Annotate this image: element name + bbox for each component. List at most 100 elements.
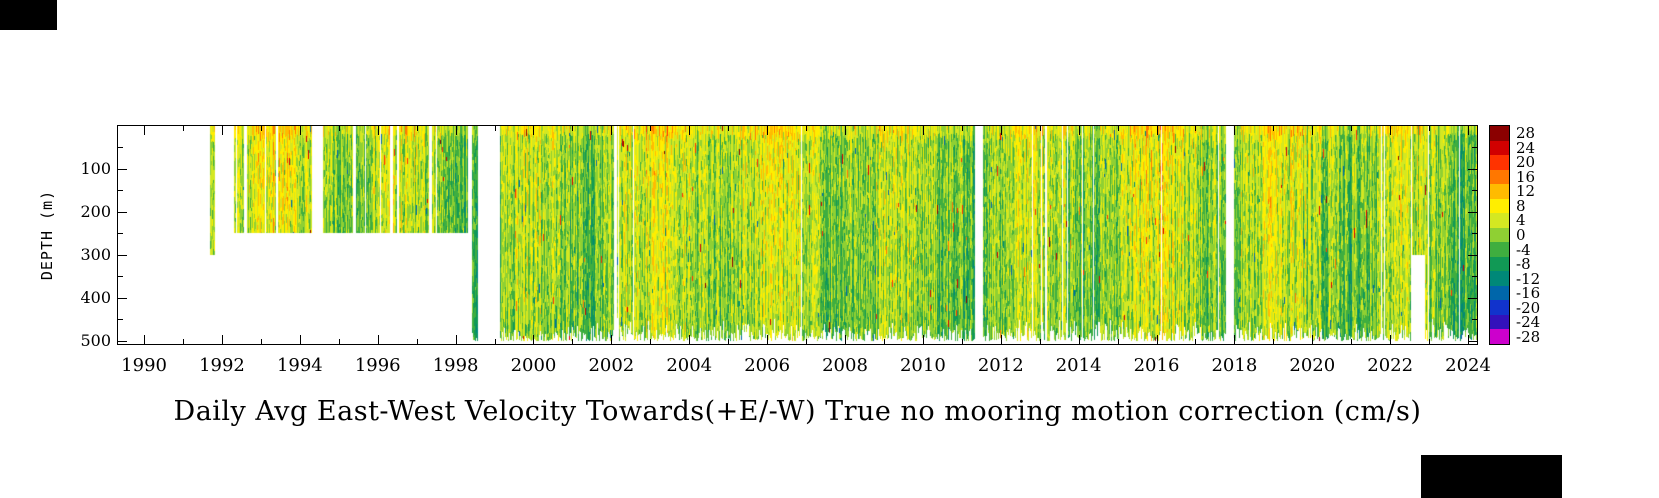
x-major-tick xyxy=(533,335,534,344)
y-minor-tick xyxy=(118,276,123,277)
y-axis-tick-label: 200 xyxy=(80,201,111,221)
x-axis-tick-label: 2010 xyxy=(899,355,946,376)
x-axis-tick-label: 2024 xyxy=(1445,355,1491,376)
redaction-box-bottom-right xyxy=(1421,455,1562,498)
colorbar xyxy=(1489,125,1510,345)
colorbar-cell xyxy=(1490,242,1509,257)
x-minor-tick xyxy=(495,339,496,344)
x-major-tick xyxy=(1079,126,1080,135)
x-major-tick xyxy=(767,126,768,135)
x-minor-tick xyxy=(1351,339,1352,344)
y-major-tick xyxy=(118,341,127,342)
x-minor-tick xyxy=(572,339,573,344)
y-major-tick xyxy=(1468,298,1477,299)
colorbar-tick-label: -24 xyxy=(1516,313,1541,332)
x-major-tick xyxy=(767,335,768,344)
colorbar-tick-label: 12 xyxy=(1516,182,1536,201)
depth-axis-label: DEPTH (m) xyxy=(38,189,56,281)
y-major-tick xyxy=(118,212,127,213)
x-minor-tick xyxy=(650,126,651,131)
colorbar-cell xyxy=(1490,155,1509,170)
x-major-tick xyxy=(1312,335,1313,344)
y-minor-tick xyxy=(1472,147,1477,148)
x-major-tick xyxy=(1001,335,1002,344)
colorbar-cell xyxy=(1490,227,1509,243)
x-minor-tick xyxy=(1118,126,1119,131)
colorbar-cell xyxy=(1490,213,1509,228)
colorbar-tick-label: -8 xyxy=(1516,255,1531,274)
x-major-tick xyxy=(689,126,690,135)
x-minor-tick xyxy=(962,126,963,131)
y-major-tick xyxy=(1468,255,1477,256)
x-minor-tick xyxy=(261,126,262,131)
x-minor-tick xyxy=(1040,126,1041,131)
x-major-tick xyxy=(1157,126,1158,135)
x-major-tick xyxy=(1234,335,1235,344)
x-major-tick xyxy=(611,126,612,135)
x-minor-tick xyxy=(1118,339,1119,344)
y-minor-tick xyxy=(118,319,123,320)
colorbar-cell xyxy=(1490,184,1509,199)
x-axis-tick-label: 2008 xyxy=(822,355,868,376)
x-axis-tick-label: 2000 xyxy=(510,355,557,376)
x-axis-tick-label: 1992 xyxy=(199,355,245,376)
x-major-tick xyxy=(1468,335,1469,344)
y-major-tick xyxy=(118,169,127,170)
x-major-tick xyxy=(923,126,924,135)
colorbar-tick-label: -4 xyxy=(1516,240,1531,259)
colorbar-cell xyxy=(1490,285,1509,301)
x-major-tick xyxy=(144,335,145,344)
chart-title: Daily Avg East-West Velocity Towards(+E/… xyxy=(173,396,1422,427)
x-minor-tick xyxy=(183,339,184,344)
y-minor-tick xyxy=(1472,233,1477,234)
y-minor-tick xyxy=(118,147,123,148)
colorbar-tick-label: 0 xyxy=(1516,226,1526,244)
colorbar-cell xyxy=(1490,300,1509,315)
x-axis-tick-label: 2012 xyxy=(977,355,1024,376)
x-major-tick xyxy=(222,126,223,135)
colorbar-tick-label: -12 xyxy=(1516,269,1541,288)
y-minor-tick xyxy=(1472,276,1477,277)
y-major-tick xyxy=(1468,341,1477,342)
colorbar-cell xyxy=(1490,140,1509,156)
x-major-tick xyxy=(378,126,379,135)
colorbar-cell xyxy=(1490,329,1509,344)
x-major-tick xyxy=(1001,126,1002,135)
x-major-tick xyxy=(456,126,457,135)
colorbar-tick-label: 16 xyxy=(1516,167,1536,186)
x-major-tick xyxy=(1312,126,1313,135)
x-axis-tick-label: 1990 xyxy=(121,355,167,376)
y-minor-tick xyxy=(1472,190,1477,191)
x-major-tick xyxy=(689,335,690,344)
x-minor-tick xyxy=(884,339,885,344)
x-major-tick xyxy=(1079,335,1080,344)
y-minor-tick xyxy=(118,190,123,191)
y-minor-tick xyxy=(1472,319,1477,320)
x-major-tick xyxy=(845,126,846,135)
x-major-tick xyxy=(378,335,379,344)
y-axis-tick-label: 500 xyxy=(80,330,111,350)
x-axis-tick-label: 2002 xyxy=(588,355,635,376)
x-minor-tick xyxy=(1429,126,1430,131)
x-major-tick xyxy=(533,126,534,135)
x-major-tick xyxy=(845,335,846,344)
y-major-tick xyxy=(1468,169,1477,170)
x-minor-tick xyxy=(806,126,807,131)
x-axis-tick-label: 2020 xyxy=(1289,355,1336,376)
colorbar-cell xyxy=(1490,126,1509,141)
x-minor-tick xyxy=(1429,339,1430,344)
plot-area xyxy=(117,125,1478,345)
colorbar-tick-label: -28 xyxy=(1516,327,1541,346)
x-major-tick xyxy=(300,335,301,344)
y-major-tick xyxy=(118,298,127,299)
redaction-box-top-left xyxy=(0,0,57,30)
x-minor-tick xyxy=(728,126,729,131)
x-major-tick xyxy=(144,126,145,135)
colorbar-tick-label: 24 xyxy=(1516,138,1536,157)
x-major-tick xyxy=(456,335,457,344)
x-minor-tick xyxy=(183,126,184,131)
x-minor-tick xyxy=(572,126,573,131)
colorbar-tick-label: -20 xyxy=(1516,298,1541,317)
x-minor-tick xyxy=(261,339,262,344)
